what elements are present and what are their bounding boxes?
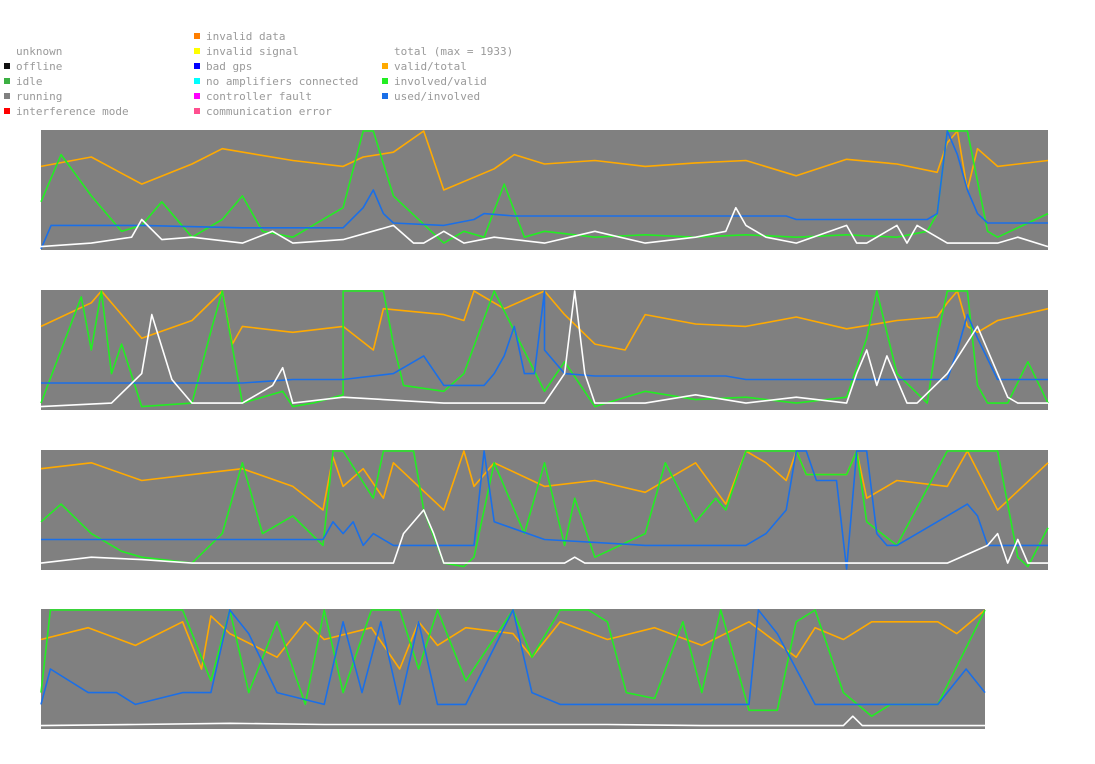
legend-label: involved/valid — [394, 75, 487, 88]
legend-item-communication-error: communication error — [194, 105, 332, 118]
panel-4-series-total — [40, 715, 985, 727]
legend-swatch — [4, 78, 10, 84]
legend-swatch — [4, 48, 10, 54]
legend-label: communication error — [206, 105, 332, 118]
legend-swatch — [4, 108, 10, 114]
legend-swatch — [382, 63, 388, 69]
legend-label: used/involved — [394, 90, 481, 103]
panel-3-series-used-involved — [41, 450, 1048, 570]
panel-3-background — [41, 450, 1048, 570]
legend-label: valid/total — [394, 60, 467, 73]
legend-label: idle — [16, 75, 43, 88]
panel-1-series-valid-total — [40, 130, 1049, 191]
legend-swatch — [194, 48, 200, 54]
legend-swatch — [4, 63, 10, 69]
legend-swatch — [382, 78, 388, 84]
legend-label: controller fault — [206, 90, 312, 103]
panel-3-series-total — [40, 509, 1048, 564]
legend-item-interference-mode: interference mode — [4, 105, 129, 118]
panel-1-background — [41, 130, 1048, 250]
legend-item-no-amplifiers-connected: no amplifiers connected — [194, 75, 358, 88]
legend-item-total-max-1933: total (max = 1933) — [382, 45, 513, 58]
legend-item-unknown: unknown — [4, 45, 62, 58]
panel-2-series-used-involved — [41, 290, 1048, 387]
legend-swatch — [194, 93, 200, 99]
legend-label: no amplifiers connected — [206, 75, 359, 88]
legend-label: bad gps — [206, 60, 253, 73]
legend-label: offline — [16, 60, 63, 73]
panel-1-series-used-involved — [40, 130, 1048, 250]
panel-3-series-involved-valid — [40, 450, 1049, 568]
legend-label: invalid signal — [206, 45, 299, 58]
legend-item-controller-fault: controller fault — [194, 90, 312, 103]
legend-swatch — [194, 78, 200, 84]
legend-label: interference mode — [16, 105, 129, 118]
legend-item-bad-gps: bad gps — [194, 60, 252, 73]
legend-label: unknown — [16, 45, 63, 58]
legend-label: invalid data — [206, 30, 286, 43]
legend-label: total (max = 1933) — [394, 45, 514, 58]
legend-label: running — [16, 90, 63, 103]
legend-item-involved-valid: involved/valid — [382, 75, 487, 88]
legend-item-valid-total: valid/total — [382, 60, 467, 73]
panel-1-series-involved-valid — [40, 130, 1049, 244]
legend-item-idle: idle — [4, 75, 43, 88]
legend-swatch — [194, 33, 200, 39]
panel-2-series-total — [40, 290, 1048, 408]
legend-swatch — [194, 108, 200, 114]
legend-item-running: running — [4, 90, 62, 103]
panel-1-series-total — [40, 206, 1049, 248]
panel-4-series-valid-total — [40, 609, 986, 670]
panel-4-background — [41, 609, 985, 729]
legend-swatch — [4, 93, 10, 99]
legend-item-invalid-signal: invalid signal — [194, 45, 299, 58]
legend-swatch — [194, 63, 200, 69]
legend-item-used-involved: used/involved — [382, 90, 480, 103]
legend-swatch — [382, 93, 388, 99]
panel-4-series-used-involved — [40, 609, 986, 706]
legend-item-invalid-data: invalid data — [194, 30, 285, 43]
legend-item-offline: offline — [4, 60, 62, 73]
